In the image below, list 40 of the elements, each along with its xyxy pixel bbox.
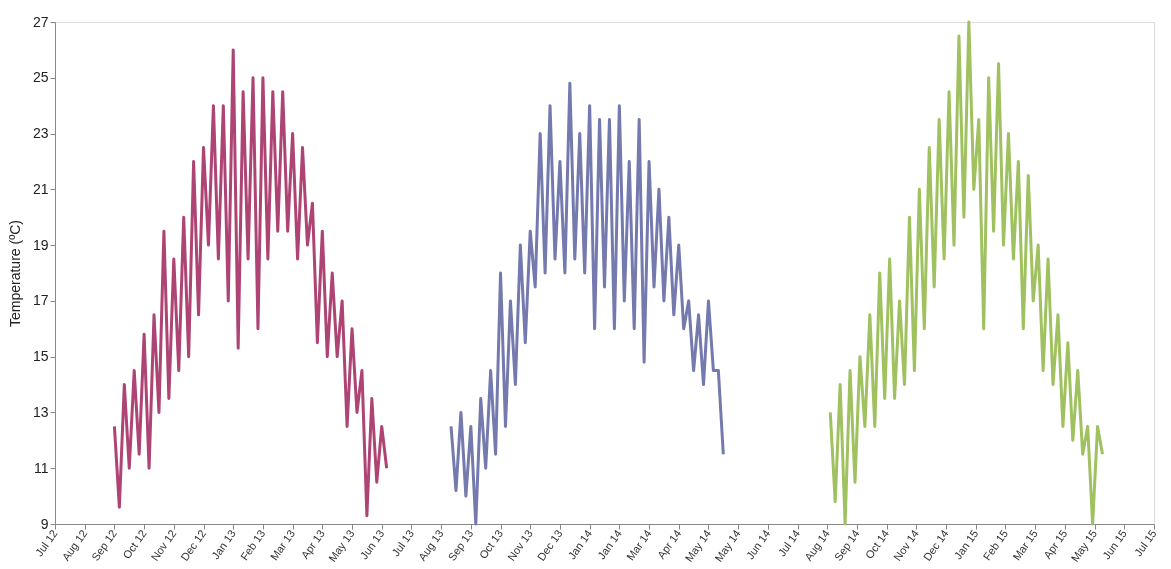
line-series — [449, 81, 725, 526]
x-tick-label: Apr 15 — [1041, 527, 1070, 561]
x-tick-label: Oct 14 — [862, 527, 892, 561]
x-tick-label: Nov 12 — [148, 527, 179, 563]
x-tick-label: Sep 14 — [831, 527, 862, 563]
x-tick-label: Apr 14 — [654, 527, 684, 561]
y-tick-label: 9 — [40, 515, 49, 532]
x-tick-label: Dec 12 — [178, 527, 209, 563]
x-tick-label: Dec 13 — [534, 527, 565, 563]
x-tick-label: Jul 15 — [1131, 527, 1159, 559]
x-tick-label: Jun 15 — [1100, 527, 1129, 562]
y-tick-label: 17 — [32, 292, 49, 309]
y-tick-label: 19 — [32, 236, 49, 253]
x-tick-label: Jul 14 — [775, 527, 803, 559]
y-tick-label: 13 — [32, 403, 49, 420]
y-axis-title: Temperature (ºC) — [6, 219, 23, 328]
x-tick-label: Apr 13 — [298, 527, 327, 561]
x-tick-label: Feb 13 — [238, 527, 268, 563]
x-tick-label: Jun 14 — [743, 527, 773, 562]
line-series — [828, 20, 1105, 526]
x-tick-label: Dec 14 — [920, 527, 951, 563]
y-tick-label: 11 — [33, 459, 49, 476]
line-series — [112, 48, 389, 518]
y-tick-label: 23 — [32, 125, 49, 142]
x-tick-label: Oct 13 — [476, 527, 506, 561]
y-tick-label: 21 — [32, 180, 49, 197]
x-tick-label: Jul 13 — [389, 527, 417, 559]
y-tick-label: 27 — [32, 13, 49, 30]
x-tick-label: Oct 12 — [120, 527, 149, 561]
x-tick-label: Mar 13 — [267, 527, 298, 563]
x-tick-label: Jan 15 — [951, 527, 981, 562]
x-tick-label: Sep 12 — [89, 527, 119, 563]
x-tick-label: Jan 14 — [595, 527, 624, 562]
x-tick-label: Feb 15 — [980, 527, 1011, 563]
x-tick-label: Sep 13 — [445, 527, 476, 563]
y-tick-label: 25 — [32, 69, 49, 86]
x-tick-label: Jan 13 — [209, 527, 238, 562]
x-tick-label: Jun 13 — [357, 527, 387, 562]
y-tick-label: 15 — [32, 348, 49, 365]
x-tick-label: Jan 14 — [565, 527, 595, 562]
